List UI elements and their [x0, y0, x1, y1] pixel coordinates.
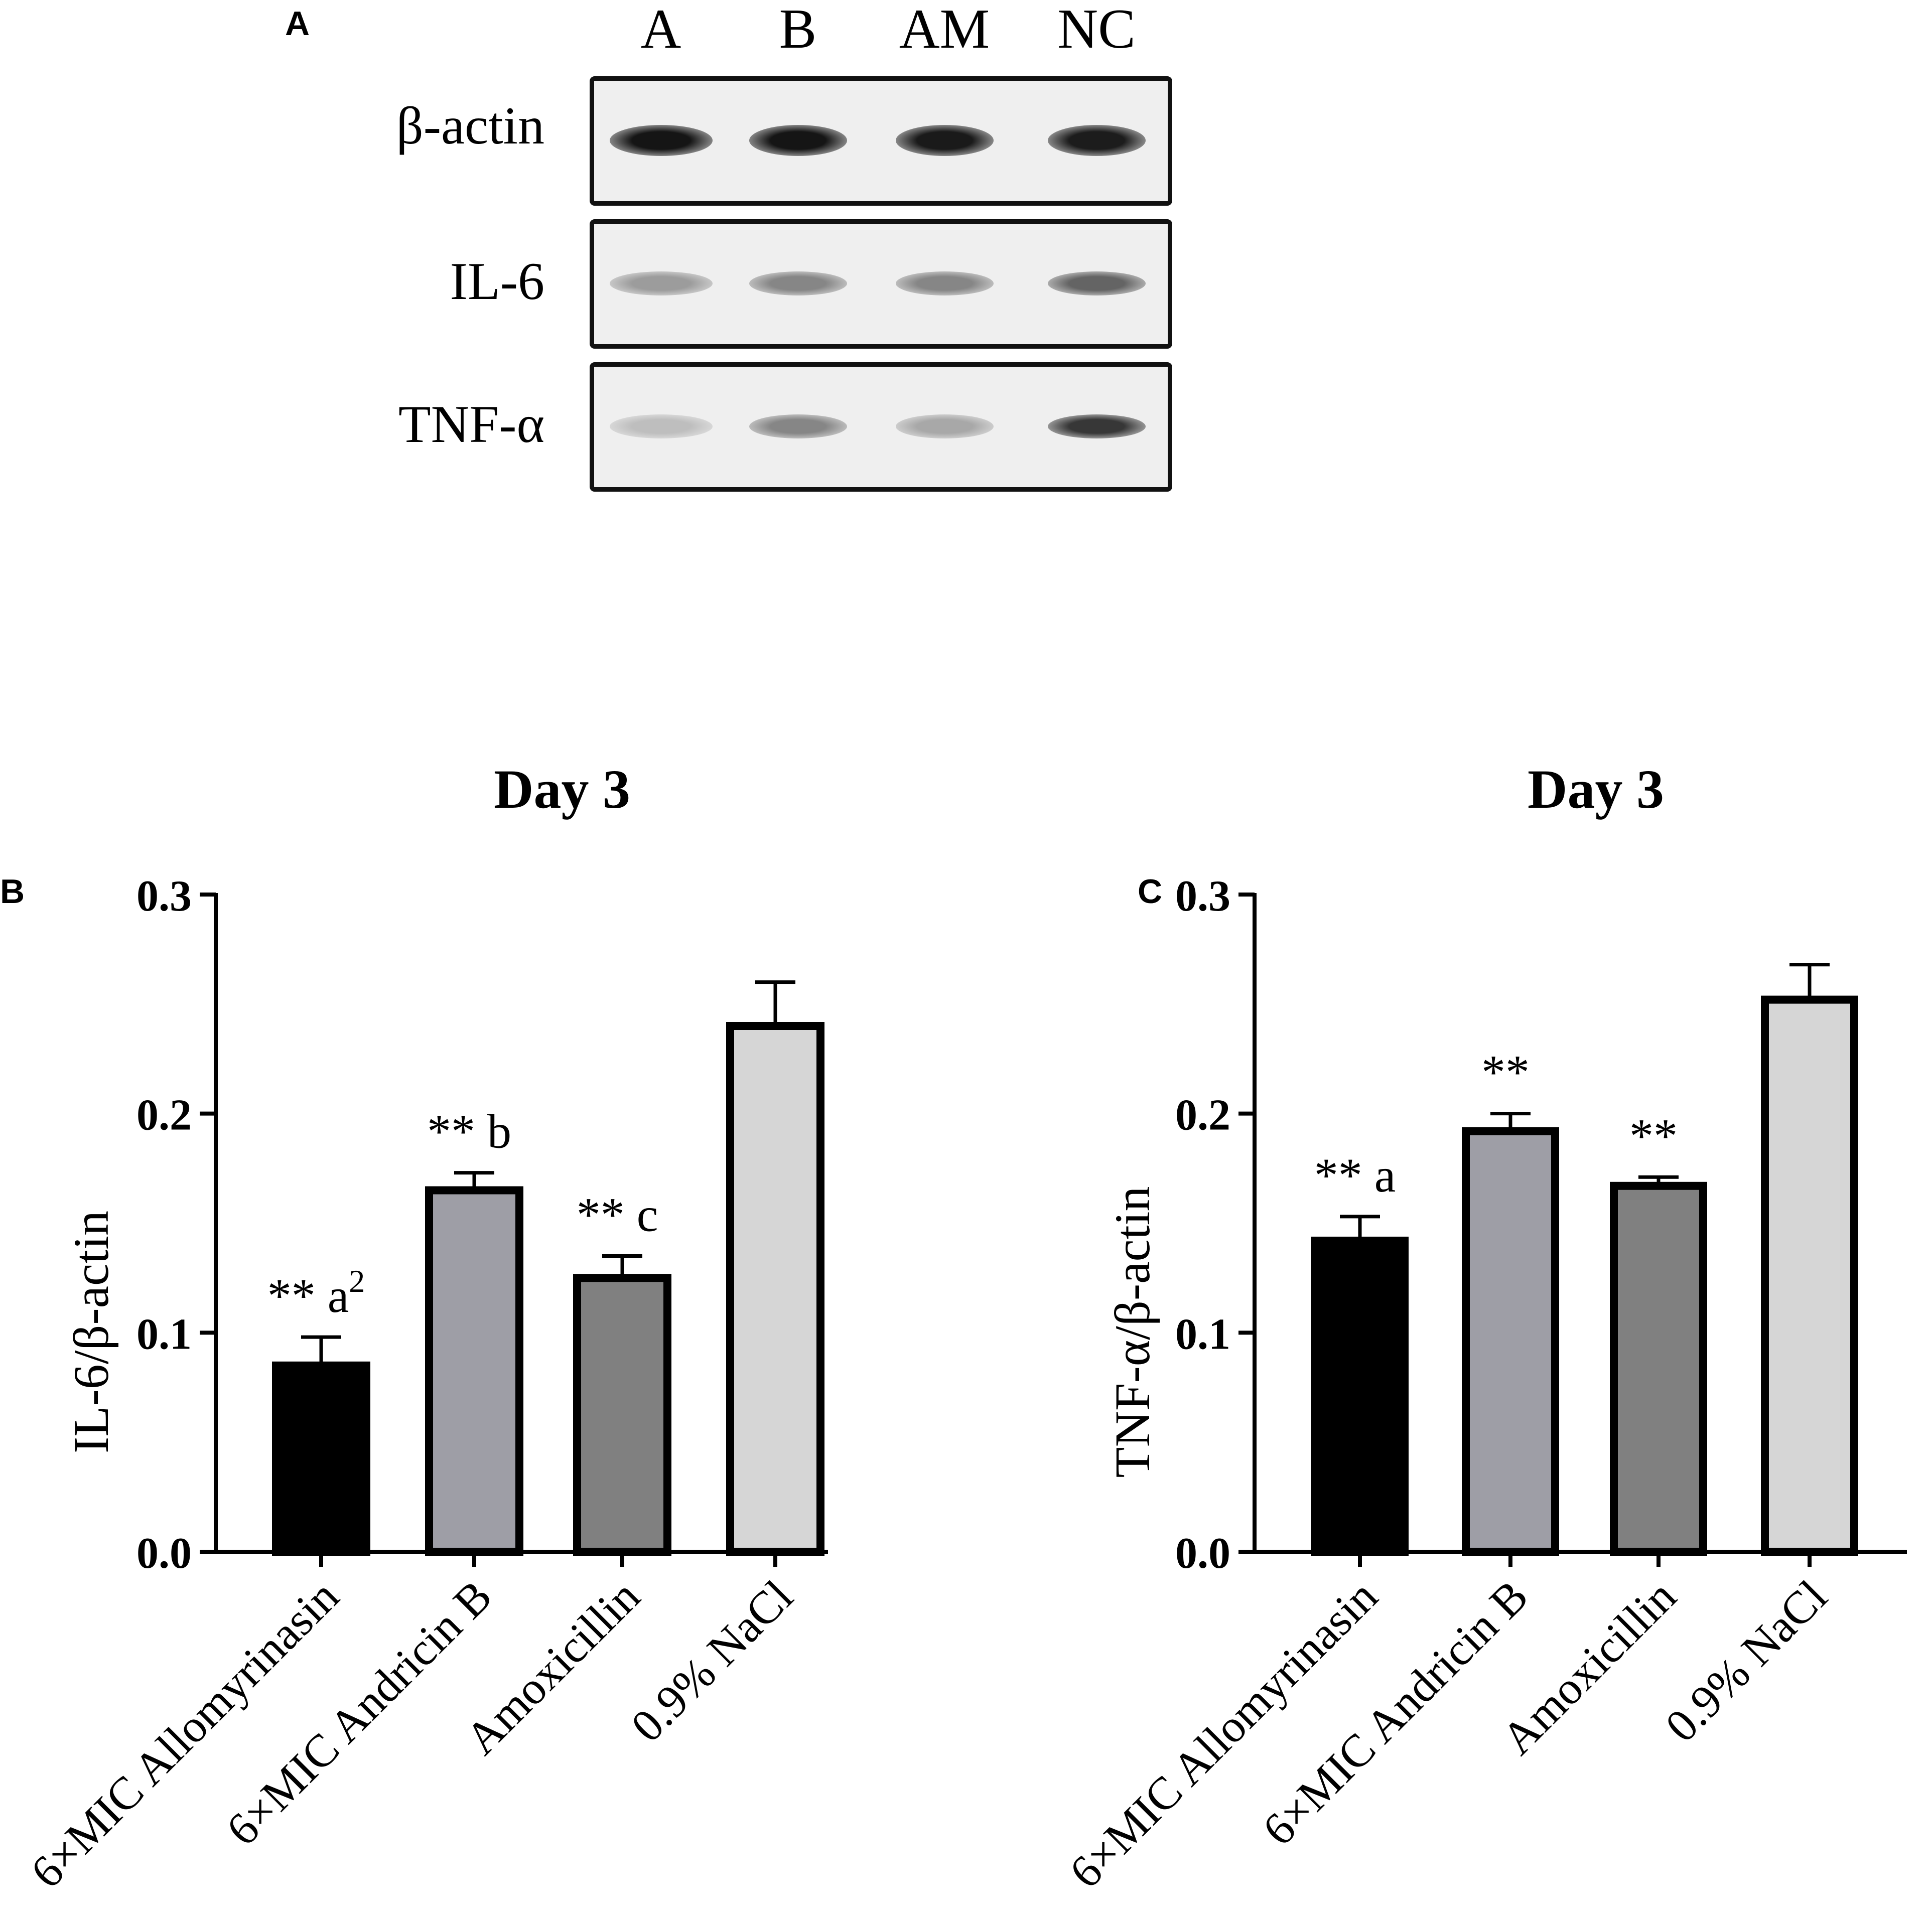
y-tick-label: 0.0	[1175, 1529, 1230, 1578]
lane-label-nc: NC	[1057, 0, 1136, 60]
significance-label: ** c	[577, 1188, 658, 1242]
significance-label: **	[1629, 1109, 1678, 1162]
plot-area: 0.00.10.20.36×MIC Allomyrinasin** a6×MIC…	[1059, 872, 1907, 1898]
blot-band	[749, 125, 847, 156]
lane-label-am: AM	[899, 0, 990, 60]
plot-area: 0.0 0.1 0.2 0.3 6×MIC Allomyrinasin ** a2 6×MI…	[21, 872, 828, 1898]
y-tick-label: 0.3	[136, 872, 192, 921]
blot-band	[1047, 414, 1146, 438]
y-tick-label: 0.1	[136, 1310, 192, 1359]
bar	[1311, 1236, 1409, 1556]
x-tick-label: 0.9% NaCl	[1655, 1570, 1837, 1751]
blot-label-tnfa: TNF-α	[398, 395, 544, 454]
blot-band	[895, 271, 994, 295]
bar	[1462, 1127, 1559, 1556]
significance-label: ** a	[1314, 1148, 1396, 1202]
x-tick-label: 0.9% NaCl	[621, 1570, 802, 1751]
blot-band	[749, 271, 847, 295]
blot-label-beta-actin: β-actin	[396, 96, 544, 155]
significance-label: ** a2	[267, 1263, 365, 1322]
y-axis-label: TNF-α/β-actin	[1105, 1187, 1160, 1478]
y-tick-label: 0.2	[136, 1091, 192, 1140]
chart-title: Day 3	[494, 759, 630, 820]
bar	[1761, 995, 1858, 1556]
blot-band	[895, 414, 994, 438]
bar	[1610, 1181, 1707, 1556]
bar	[272, 1361, 370, 1556]
panel-c-letter: C	[1138, 872, 1163, 911]
blot-band	[609, 125, 713, 156]
blot-band	[749, 414, 847, 438]
chart-tnfa: Day 3 TNF-α/β-actin 0.00.10.20.36×MIC Al…	[1059, 759, 1907, 1898]
blot-label-il6: IL-6	[450, 252, 544, 311]
chart-il6: Day 3 IL-6/β-actin 0.0 0.1 0.2 0.3 6×MIC All…	[21, 759, 828, 1898]
bar	[726, 1022, 824, 1556]
bar	[573, 1274, 671, 1556]
significance-label: ** b	[427, 1105, 511, 1158]
blot-band	[609, 271, 713, 295]
significance-superscript: 2	[349, 1263, 365, 1299]
blot-band	[1047, 125, 1146, 156]
blot-band	[1047, 271, 1146, 295]
lane-label-a: A	[640, 0, 681, 60]
y-tick-label: 0.0	[136, 1529, 192, 1578]
blot-band	[609, 414, 713, 438]
significance-label: **	[1481, 1046, 1530, 1099]
blot-band	[895, 125, 994, 156]
y-axis-label: IL-6/β-actin	[63, 1211, 119, 1453]
y-tick-label: 0.1	[1175, 1310, 1230, 1359]
x-tick-label: 6×MIC Andricin B	[1253, 1570, 1538, 1855]
y-tick-label: 0.2	[1175, 1091, 1230, 1140]
x-tick-label: 6×MIC Andricin B	[216, 1570, 501, 1855]
chart-title: Day 3	[1528, 759, 1664, 820]
y-tick-label: 0.3	[1175, 872, 1230, 921]
x-tick-label: 6×MIC Allomyrinasin	[21, 1570, 348, 1898]
bar	[425, 1186, 523, 1556]
panel-b-letter: B	[0, 872, 25, 911]
panel-a-letter: A	[285, 5, 310, 43]
lane-label-b: B	[779, 0, 817, 60]
